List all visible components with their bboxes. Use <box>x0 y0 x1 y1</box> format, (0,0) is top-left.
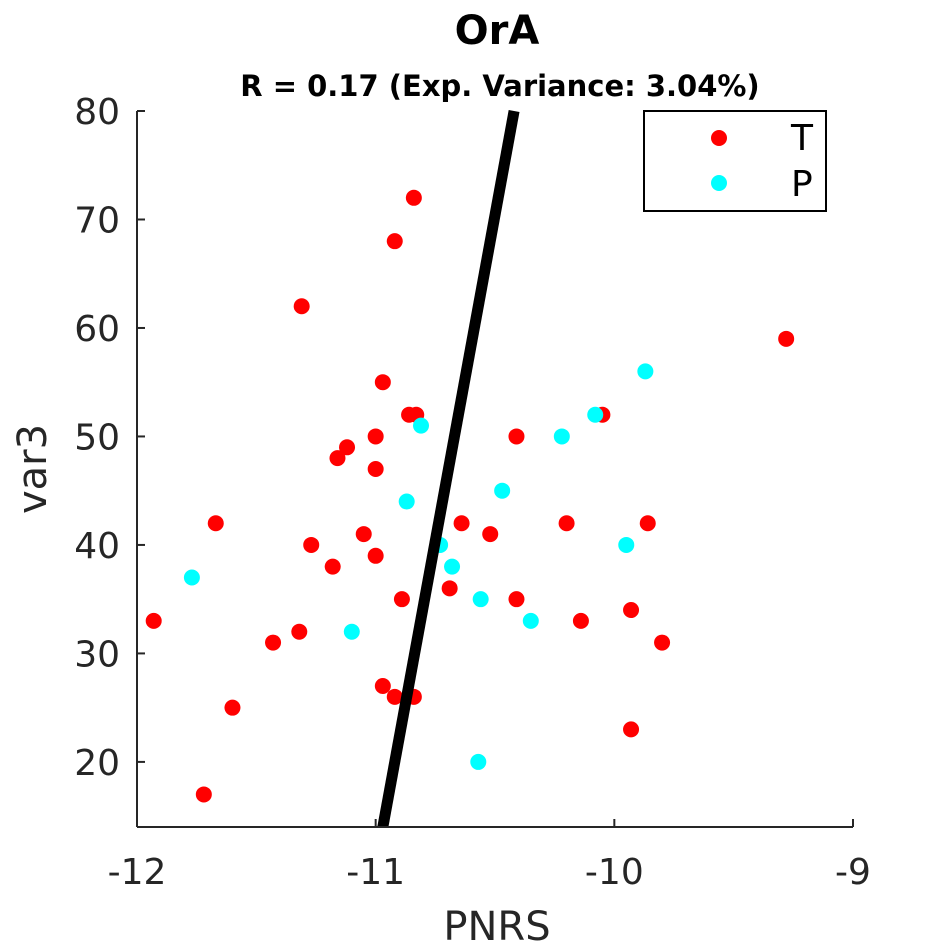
point-t-28 <box>508 591 525 608</box>
point-t-26 <box>482 526 499 543</box>
point-t-16 <box>374 677 391 694</box>
legend: T P <box>643 110 827 212</box>
y-tick-label: 60 <box>74 309 120 350</box>
point-p-8 <box>494 482 511 499</box>
point-t-21 <box>405 189 422 206</box>
point-t-8 <box>324 558 341 575</box>
point-t-33 <box>623 721 640 738</box>
point-t-4 <box>265 634 282 651</box>
y-tick-label: 20 <box>74 743 120 784</box>
point-t-25 <box>453 515 470 532</box>
axis-ticks: -12 -11 -10 -9 20 30 40 50 60 70 80 <box>74 92 871 893</box>
data-points <box>145 189 795 803</box>
chart-subtitle: R = 0.17 (Exp. Variance: 3.04%) <box>240 69 759 103</box>
y-axis-label: var3 <box>10 424 56 514</box>
point-t-15 <box>374 374 391 391</box>
point-t-29 <box>558 515 575 532</box>
point-p-9 <box>522 612 539 629</box>
y-tick-label: 50 <box>74 417 120 458</box>
legend-marker-p <box>711 175 727 191</box>
point-t-35 <box>654 634 671 651</box>
point-t-7 <box>303 536 320 553</box>
point-t-9 <box>329 450 346 467</box>
y-tick-label: 80 <box>74 92 120 133</box>
point-t-17 <box>386 233 403 250</box>
y-tick-label: 30 <box>74 634 120 675</box>
x-axis-label: PNRS <box>443 904 550 945</box>
point-t-0 <box>145 612 162 629</box>
point-t-11 <box>355 526 372 543</box>
regression-fit <box>377 110 520 828</box>
point-t-2 <box>207 515 224 532</box>
point-t-30 <box>572 612 589 629</box>
y-tick-label: 40 <box>74 526 120 567</box>
point-t-14 <box>367 547 384 564</box>
x-tick-label: -10 <box>585 852 644 893</box>
point-t-36 <box>778 330 795 347</box>
point-p-3 <box>413 417 430 434</box>
point-p-13 <box>637 363 654 380</box>
point-t-27 <box>508 428 525 445</box>
fit-line <box>377 110 520 828</box>
legend-label-t: T <box>790 118 814 159</box>
point-p-2 <box>398 493 415 510</box>
point-p-12 <box>618 536 635 553</box>
y-tick-label: 70 <box>74 200 120 241</box>
point-t-1 <box>195 786 212 803</box>
point-t-5 <box>291 623 308 640</box>
point-t-13 <box>367 461 384 477</box>
legend-box <box>643 110 827 212</box>
point-p-11 <box>587 406 604 423</box>
point-t-12 <box>367 428 384 445</box>
x-tick-label: -11 <box>346 852 405 893</box>
chart-title: OrA <box>455 8 540 54</box>
point-p-5 <box>444 558 461 575</box>
x-tick-label: -9 <box>835 852 871 893</box>
point-p-7 <box>472 591 489 608</box>
point-t-32 <box>623 602 640 619</box>
point-p-0 <box>183 569 200 586</box>
legend-marker-t <box>711 130 727 146</box>
point-t-3 <box>224 699 241 716</box>
point-t-24 <box>441 580 458 597</box>
point-p-10 <box>553 428 570 445</box>
x-tick-label: -12 <box>108 852 167 893</box>
legend-label-p: P <box>791 164 813 205</box>
point-t-34 <box>639 515 656 532</box>
point-t-19 <box>393 591 410 608</box>
point-t-10 <box>339 439 356 456</box>
point-t-18 <box>386 688 403 705</box>
point-p-6 <box>470 753 487 770</box>
point-p-1 <box>343 623 360 640</box>
point-t-6 <box>293 298 310 315</box>
